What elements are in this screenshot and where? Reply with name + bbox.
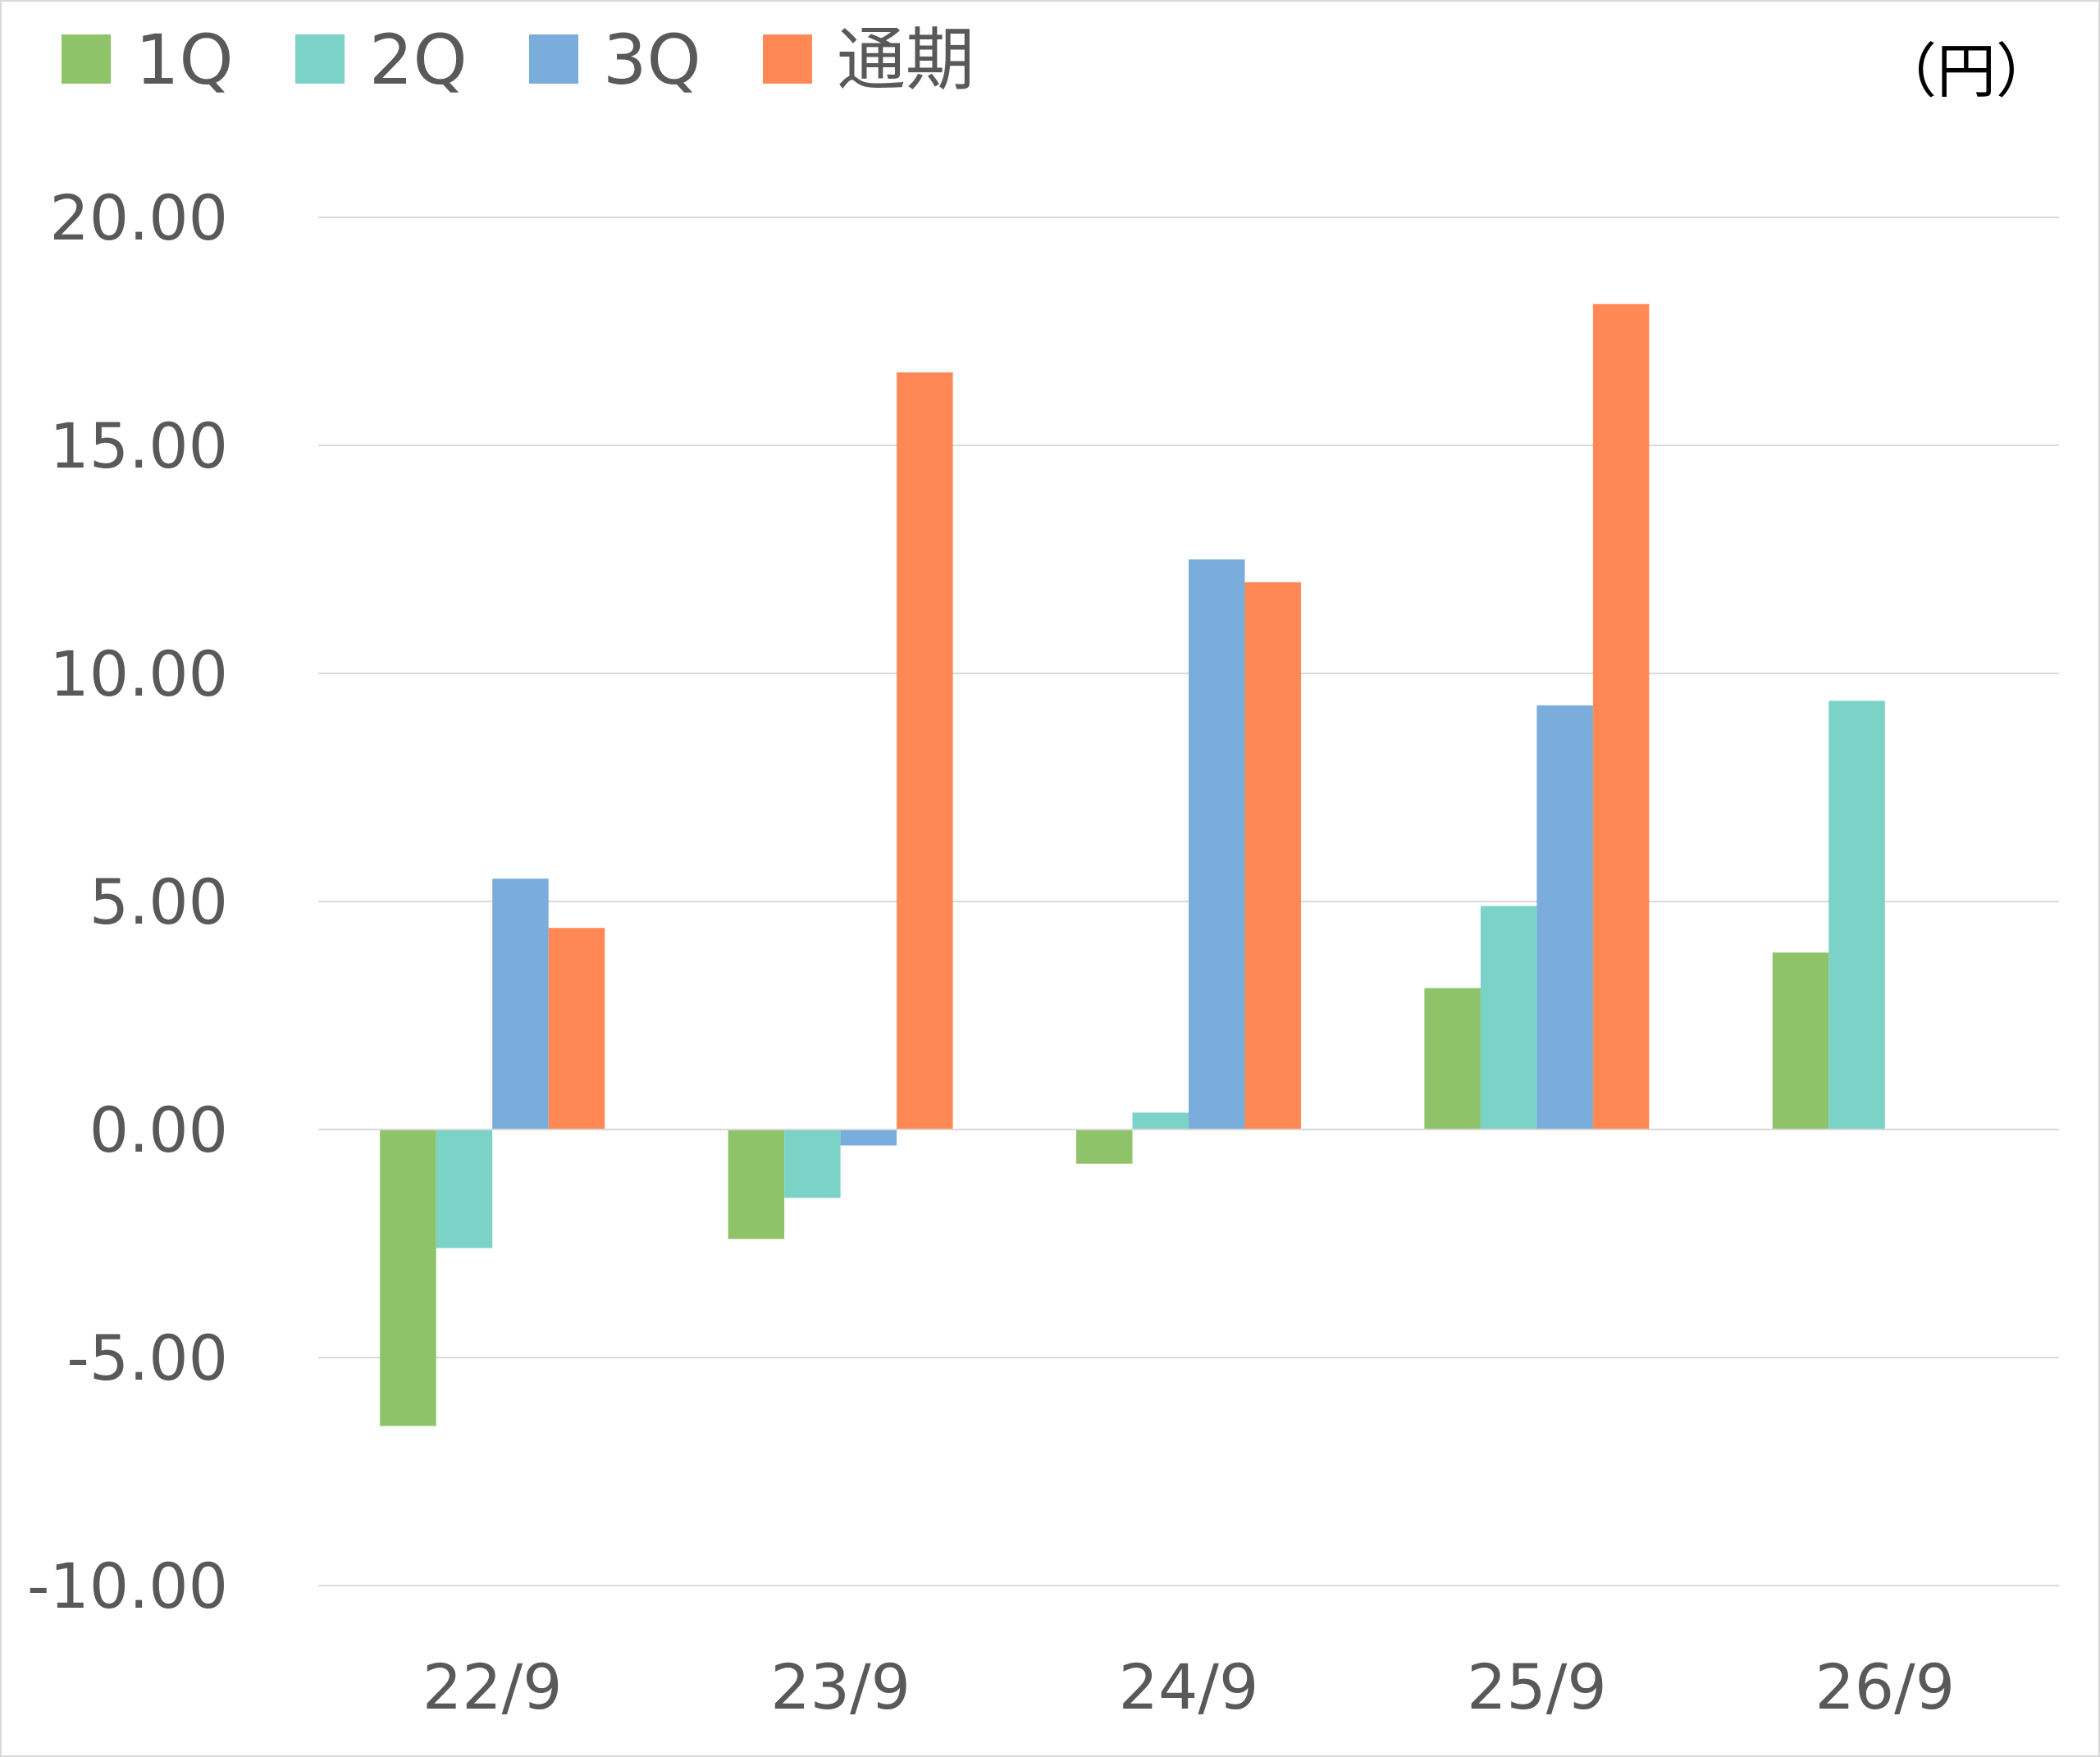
bar-25-9-3Q: [1536, 705, 1593, 1130]
legend-label: 2Q: [369, 20, 468, 100]
y-tick-label: 5.00: [89, 865, 228, 938]
bar-22-9-2Q: [436, 1130, 493, 1248]
bar-24-9-通期: [1244, 582, 1301, 1130]
x-tick-label: 24/9: [1119, 1650, 1259, 1723]
y-axis-ticks: 20.00 15.00 10.00 5.00 0.00 -5.00 -10.00: [27, 181, 228, 1622]
y-tick-label: -5.00: [66, 1321, 228, 1394]
x-axis-ticks: 22/9 23/9 24/9 25/9 26/9: [422, 1650, 1955, 1723]
bar-24-9-2Q: [1132, 1112, 1189, 1130]
bar-24-9-1Q: [1076, 1130, 1133, 1164]
bar-26-9-2Q: [1828, 701, 1885, 1130]
legend-swatch: [62, 34, 111, 84]
y-tick-label: 0.00: [89, 1093, 228, 1166]
bar-23-9-2Q: [784, 1130, 841, 1198]
bars: [318, 303, 2059, 1426]
bar-23-9-3Q: [840, 1130, 897, 1146]
legend-label: 1Q: [135, 20, 234, 100]
legend-swatch: [295, 34, 345, 84]
y-tick-label: 20.00: [49, 181, 228, 254]
y-tick-label: -10.00: [27, 1549, 228, 1622]
bar-25-9-1Q: [1424, 988, 1481, 1130]
bar-25-9-2Q: [1480, 906, 1537, 1130]
bar-23-9-1Q: [728, 1130, 785, 1239]
legend-label: 通期: [837, 20, 975, 100]
bar-22-9-1Q: [380, 1130, 436, 1426]
x-tick-label: 23/9: [770, 1650, 911, 1723]
legend-swatch: [529, 34, 578, 84]
x-tick-label: 26/9: [1815, 1650, 1955, 1723]
y-tick-label: 10.00: [49, 637, 228, 710]
unit-label: （円）: [1878, 37, 2055, 106]
legend: 1Q 2Q 3Q 通期: [62, 20, 975, 100]
bar-22-9-3Q: [492, 878, 549, 1130]
bar-25-9-通期: [1592, 303, 1650, 1130]
bar-22-9-通期: [548, 928, 605, 1130]
bar-23-9-通期: [897, 372, 953, 1130]
legend-label: 3Q: [603, 20, 701, 100]
bar-24-9-3Q: [1189, 559, 1245, 1130]
bar-26-9-1Q: [1772, 952, 1829, 1130]
legend-swatch: [763, 34, 812, 84]
x-tick-label: 25/9: [1467, 1650, 1607, 1723]
y-tick-label: 15.00: [49, 409, 228, 482]
x-tick-label: 22/9: [422, 1650, 563, 1723]
